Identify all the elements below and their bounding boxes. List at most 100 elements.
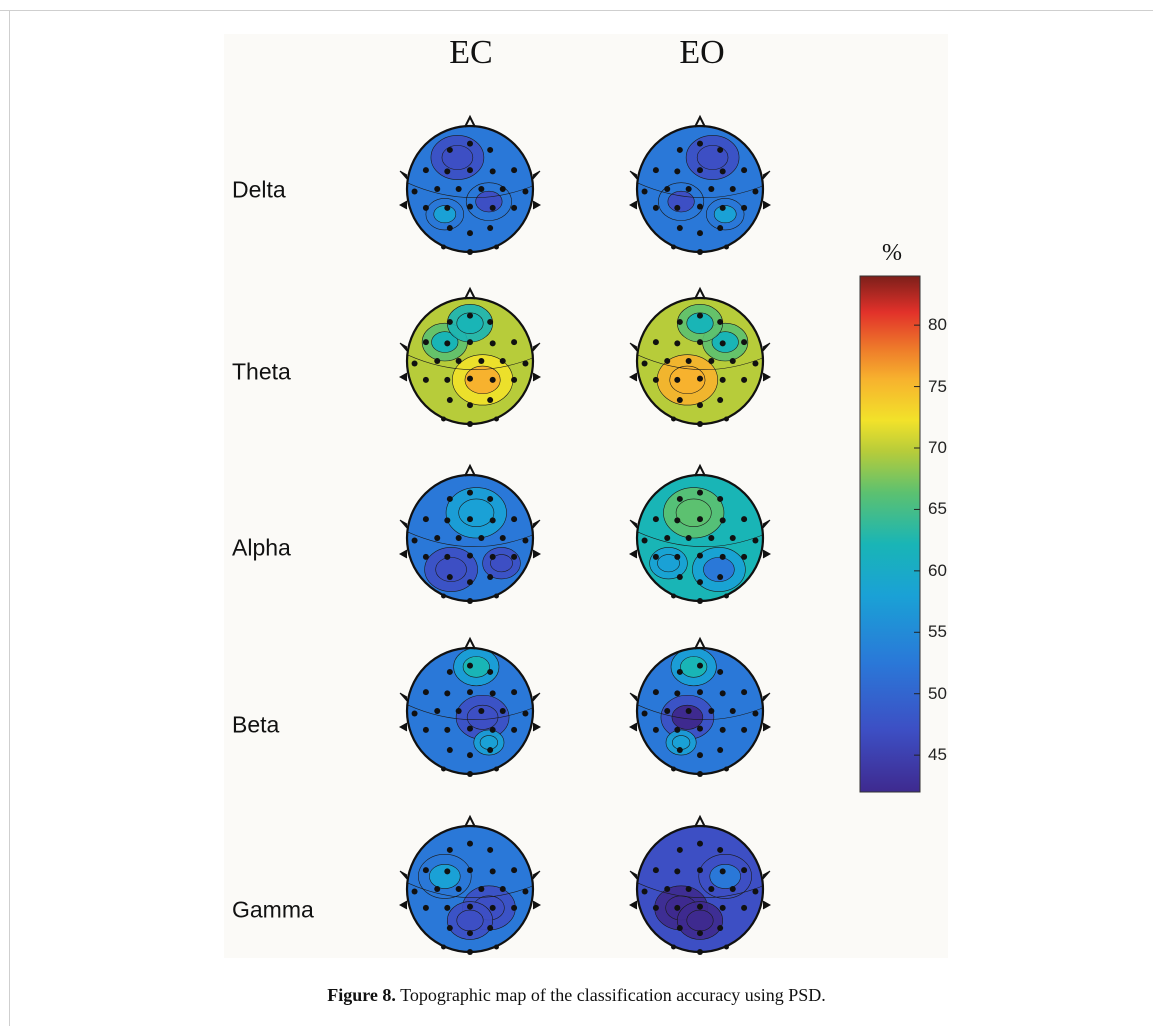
electrode [697, 375, 703, 382]
electrode [446, 318, 453, 325]
electrode [478, 886, 485, 892]
electrode [752, 888, 759, 895]
topomap-contour [686, 909, 714, 932]
electrode [685, 708, 692, 714]
electrode [493, 244, 499, 250]
electrode [478, 535, 485, 541]
electrode [446, 146, 453, 153]
electrode [676, 318, 683, 325]
electrode [489, 868, 496, 875]
electrode [489, 726, 496, 733]
electrode [444, 376, 451, 383]
ear-marker [532, 372, 542, 382]
topomap-contour [473, 729, 505, 756]
row-label-gamma: Gamma [232, 896, 314, 923]
nose-marker [694, 463, 706, 477]
electrode [676, 397, 683, 404]
electrode [697, 140, 703, 147]
topomap-contour [637, 704, 763, 720]
electrode [708, 708, 715, 714]
electrode [489, 376, 496, 383]
topomap-contour [407, 182, 533, 198]
electrode [652, 204, 659, 211]
electrode [467, 771, 473, 777]
electrode [676, 225, 683, 232]
electrode [467, 552, 473, 559]
electrode [723, 416, 729, 422]
nose-marker [694, 636, 706, 650]
topomap-contour [482, 547, 521, 580]
electrode [446, 574, 453, 581]
electrode [729, 535, 736, 541]
topomap-contour [663, 487, 725, 539]
electrode [652, 339, 659, 346]
electrode [434, 358, 441, 364]
electrode [652, 904, 659, 911]
electrode [446, 495, 453, 502]
electrode [446, 668, 453, 675]
ear-marker [532, 170, 541, 180]
nose-marker [694, 286, 706, 300]
electrode [674, 868, 681, 875]
electrode [641, 537, 648, 544]
ear-marker [762, 200, 772, 210]
nose-marker [464, 286, 476, 300]
electrode [487, 668, 494, 675]
electrode [708, 186, 715, 192]
electrode [729, 708, 736, 714]
electrode [467, 167, 473, 174]
electrode [493, 593, 499, 599]
figure-caption: Figure 8. Topographic map of the classif… [0, 985, 1153, 1006]
electrode [467, 516, 473, 523]
electrode [717, 397, 724, 404]
electrode [741, 516, 748, 523]
electrode [511, 204, 518, 211]
electrode [487, 225, 494, 232]
nose-marker [464, 463, 476, 477]
topomap-contour [453, 648, 500, 687]
electrode [422, 867, 429, 874]
electrode [434, 186, 441, 192]
electrode [522, 360, 529, 367]
ear-marker [532, 342, 541, 352]
topomap-contour [670, 648, 717, 687]
electrode [511, 516, 518, 523]
electrode [729, 358, 736, 364]
electrode [422, 204, 429, 211]
electrode [411, 188, 418, 195]
topomap-contour [698, 854, 752, 899]
electrode [717, 747, 724, 754]
electrode [455, 186, 462, 192]
electrode [411, 888, 418, 895]
electrode [652, 376, 659, 383]
electrode [478, 186, 485, 192]
topomap-contour [637, 354, 763, 370]
electrode [664, 358, 671, 364]
topomap-alpha-eo [637, 475, 763, 601]
electrode [697, 689, 703, 696]
electrode [441, 593, 447, 599]
electrode [489, 517, 496, 524]
electrode [422, 339, 429, 346]
electrode [487, 846, 494, 853]
colorbar-tick-label: 65 [928, 499, 947, 519]
ear-marker [762, 722, 772, 732]
electrode [446, 747, 453, 754]
electrode [441, 244, 447, 250]
electrode [729, 886, 736, 892]
topomap-contour [703, 557, 735, 582]
nose-marker [694, 114, 706, 128]
electrode [717, 668, 724, 675]
electrode [467, 662, 473, 669]
topomap-contour [637, 882, 763, 898]
electrode [444, 690, 451, 697]
electrode [723, 593, 729, 599]
electrode [652, 553, 659, 560]
electrode [674, 340, 681, 347]
electrode [487, 146, 494, 153]
electrode [697, 249, 703, 255]
electrode [467, 689, 473, 696]
ear-marker [762, 342, 771, 352]
electrode [467, 375, 473, 382]
ear-marker [532, 692, 541, 702]
